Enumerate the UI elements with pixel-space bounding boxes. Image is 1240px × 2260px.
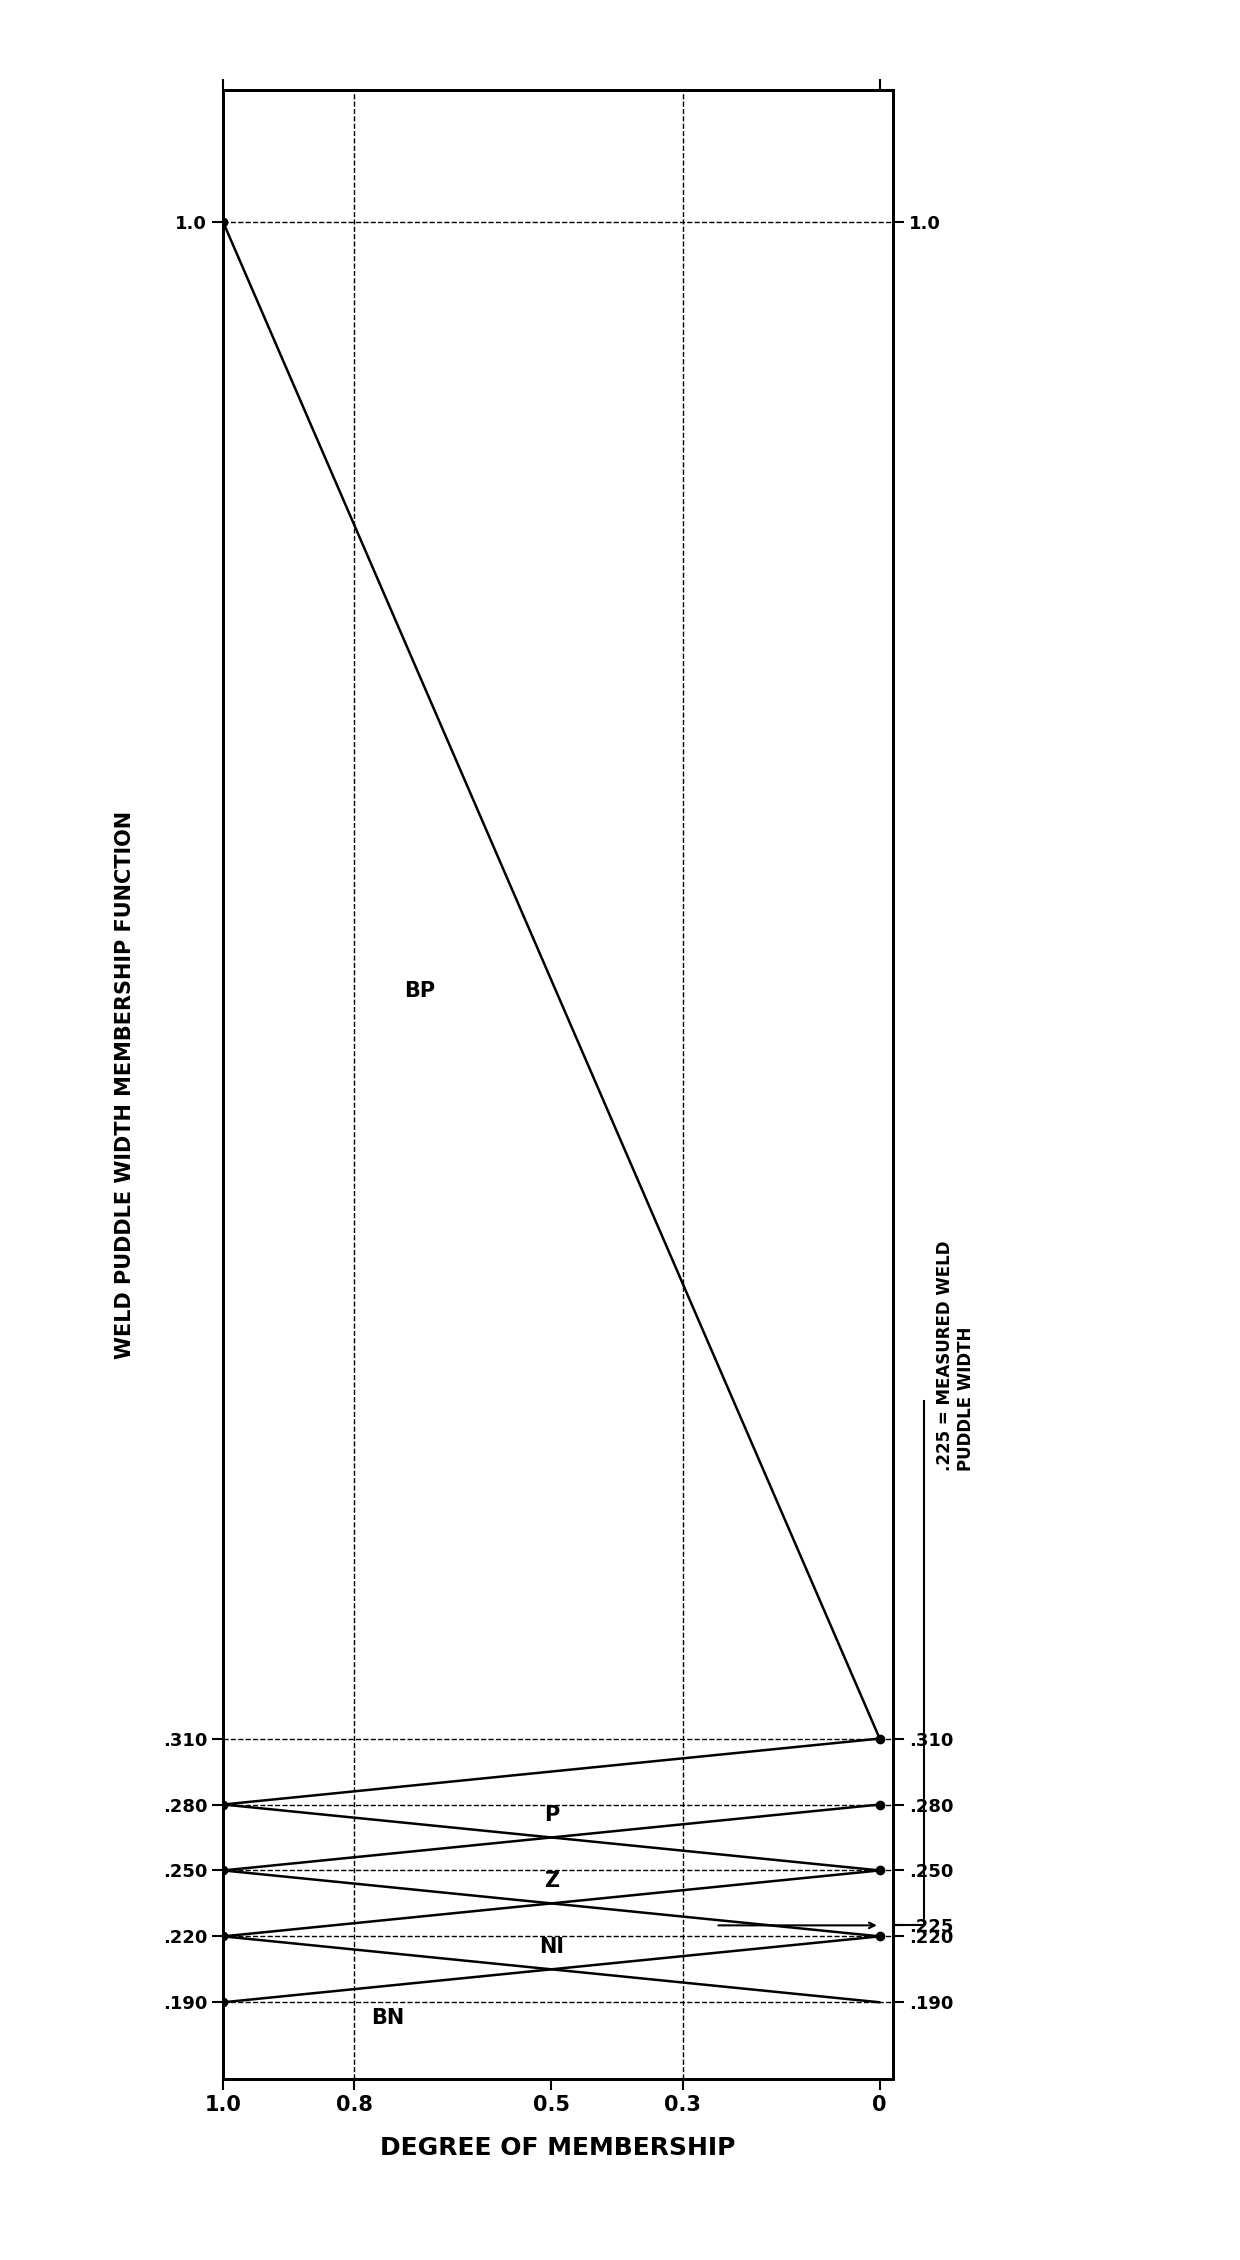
X-axis label: DEGREE OF MEMBERSHIP: DEGREE OF MEMBERSHIP bbox=[381, 2136, 735, 2161]
Text: BN: BN bbox=[371, 2007, 404, 2027]
Text: P: P bbox=[544, 1806, 559, 1826]
Y-axis label: WELD PUDDLE WIDTH MEMBERSHIP FUNCTION: WELD PUDDLE WIDTH MEMBERSHIP FUNCTION bbox=[115, 811, 135, 1358]
Text: NI: NI bbox=[539, 1937, 564, 1957]
Text: BP: BP bbox=[404, 981, 435, 1001]
Text: Z: Z bbox=[544, 1871, 559, 1892]
Text: .225 = MEASURED WELD
PUDDLE WIDTH: .225 = MEASURED WELD PUDDLE WIDTH bbox=[936, 1241, 975, 1471]
